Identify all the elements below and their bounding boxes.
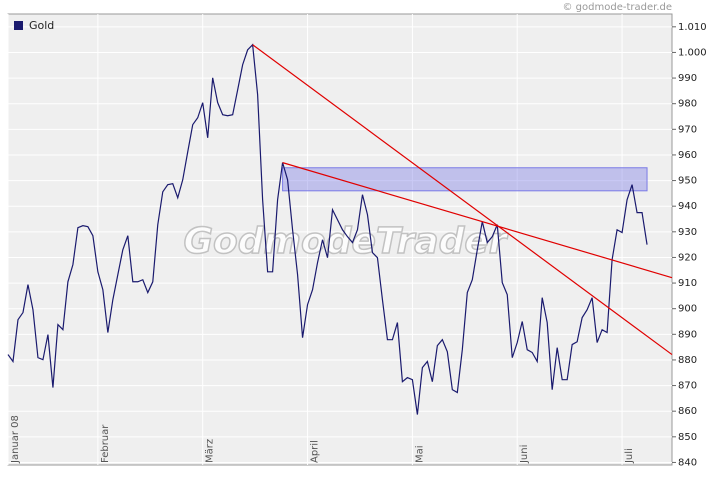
trend-line: [252, 44, 673, 356]
y-tick-label: 940: [678, 201, 697, 212]
y-tick-label: 840: [678, 457, 697, 468]
trend-line: [282, 162, 673, 279]
y-tick-label: 910: [678, 278, 697, 289]
y-tick-label: 990: [678, 73, 697, 84]
x-tick-label: Juli: [624, 448, 635, 464]
y-tick-label: 870: [678, 381, 697, 392]
y-tick-label: 950: [678, 176, 697, 187]
price-line: [7, 43, 648, 415]
legend-swatch: [14, 21, 23, 30]
x-tick-label: Februar: [100, 424, 111, 463]
x-tick-label: März: [205, 439, 216, 463]
x-tick-label: April: [310, 440, 321, 463]
y-tick-label: 1.010: [678, 22, 707, 33]
y-tick-label: 960: [678, 150, 697, 161]
y-tick-label: 900: [678, 304, 697, 315]
y-tick-label: 1.000: [678, 47, 707, 58]
plot-area: [7, 13, 673, 466]
y-tick-label: 970: [678, 124, 697, 135]
legend-label: Gold: [29, 19, 54, 32]
x-tick-label: Juni: [519, 445, 530, 464]
y-tick-label: 930: [678, 227, 697, 238]
y-tick-label: 890: [678, 329, 697, 340]
resistance-band: [282, 167, 648, 192]
x-tick-label: Januar 08: [10, 415, 21, 464]
x-tick-label: Mai: [414, 445, 425, 463]
watermark: GodmodeTrader: [183, 221, 508, 262]
y-tick-label: 860: [678, 406, 697, 417]
y-tick-label: 880: [678, 355, 697, 366]
y-tick-label: 920: [678, 252, 697, 263]
source: © godmode-trader.de: [563, 2, 673, 13]
y-tick-label: 980: [678, 99, 697, 110]
y-tick-label: 850: [678, 432, 697, 443]
